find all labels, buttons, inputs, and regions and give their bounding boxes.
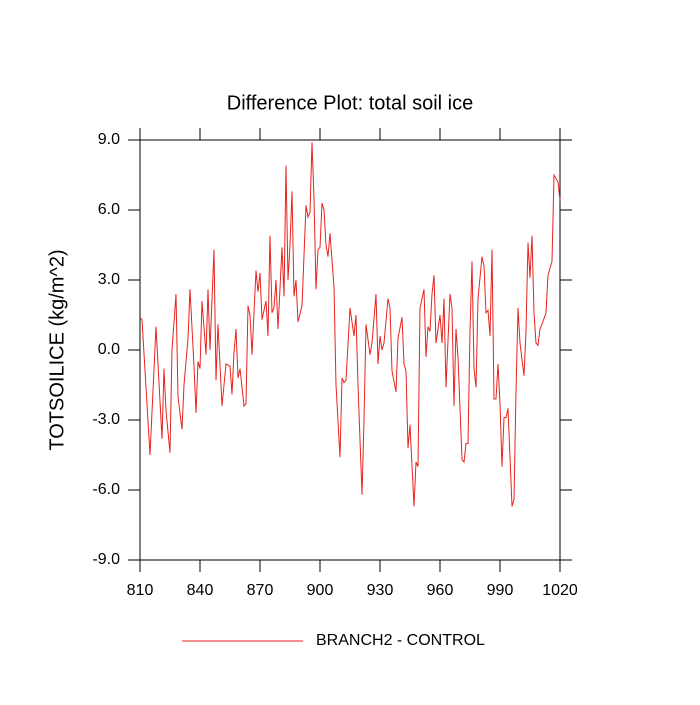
x-tick-label: 870 <box>247 582 274 599</box>
y-axis-label: TOTSOILICE (kg/m^2) <box>46 249 68 450</box>
x-tick-label: 960 <box>427 582 454 599</box>
y-tick-label: 9.0 <box>98 131 120 148</box>
chart-title: Difference Plot: total soil ice <box>227 92 473 114</box>
y-tick-label: -9.0 <box>92 551 120 568</box>
y-tick-label: 3.0 <box>98 271 120 288</box>
y-tick-label: 0.0 <box>98 341 120 358</box>
y-tick-label: -6.0 <box>92 481 120 498</box>
y-tick-label: 6.0 <box>98 201 120 218</box>
plot-frame <box>139 139 561 561</box>
y-tick-label: -3.0 <box>92 411 120 428</box>
x-tick-label: 1020 <box>542 582 578 599</box>
x-tick-label: 810 <box>127 582 154 599</box>
x-tick-label: 900 <box>307 582 334 599</box>
x-tick-label: 990 <box>487 582 514 599</box>
x-tick-label: 840 <box>187 582 214 599</box>
data-line <box>139 142 561 507</box>
x-tick-label: 930 <box>367 582 394 599</box>
legend-label: BRANCH2 - CONTROL <box>316 632 485 649</box>
